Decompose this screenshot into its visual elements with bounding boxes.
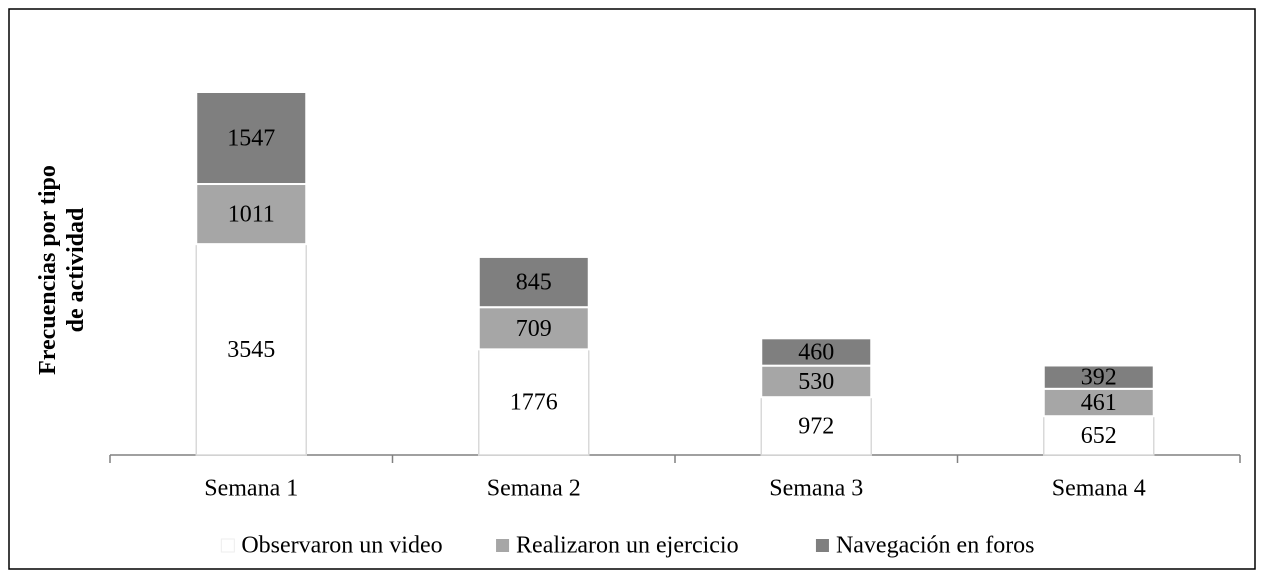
bar-segment (477, 306, 590, 351)
data-label: 460 (798, 339, 834, 365)
data-label: 709 (516, 316, 552, 342)
data-label: 972 (798, 414, 834, 440)
bar-segment (478, 348, 590, 456)
y-axis-label: Frecuencias por tipode actividad (35, 165, 89, 375)
bar-segment (1042, 387, 1155, 418)
bar-segment (477, 255, 590, 309)
data-label: 3545 (227, 337, 275, 363)
data-label: 652 (1081, 423, 1117, 449)
legend-label: Observaron un video (241, 533, 442, 559)
data-label: 392 (1081, 365, 1117, 391)
bar-segment (760, 364, 873, 399)
data-label: 1776 (510, 390, 558, 416)
legend-swatch (815, 539, 829, 552)
legend-label: Navegación en foros (836, 533, 1035, 559)
legend-swatch (220, 538, 235, 553)
bar-segment (1042, 364, 1155, 390)
data-label: 1547 (227, 126, 275, 152)
legend-label: Realizaron un ejercicio (516, 533, 739, 559)
legend-swatch (496, 539, 510, 552)
x-tick-label: Semana 4 (1052, 476, 1146, 502)
x-tick-label: Semana 2 (487, 476, 581, 502)
data-label: 530 (798, 369, 834, 395)
data-label: 461 (1081, 390, 1117, 416)
bar-segment (760, 396, 872, 456)
data-label: 1011 (228, 202, 275, 228)
data-label: 845 (516, 270, 552, 296)
x-tick-label: Semana 1 (204, 476, 298, 502)
bar-segment (760, 337, 873, 367)
bar-segment (195, 183, 308, 246)
y-axis-label-group: Frecuencias por tipode actividad (35, 165, 89, 375)
x-tick-label: Semana 3 (769, 476, 863, 502)
bar-segment (195, 91, 308, 186)
frame (8, 8, 1256, 570)
bar-segment (1043, 415, 1155, 456)
